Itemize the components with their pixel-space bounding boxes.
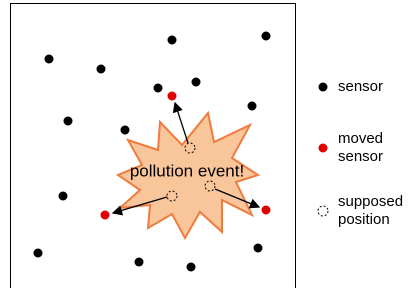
- legend-label: supposed: [338, 193, 403, 210]
- legend: sensor moved sensor supposed position: [318, 78, 403, 228]
- legend-label: sensor: [338, 148, 383, 165]
- legend-label: position: [338, 211, 390, 228]
- legend-moved-icon: [319, 144, 328, 153]
- legend-label: moved: [338, 130, 383, 147]
- diagram: pollution event! sensor moved sensor sup…: [0, 0, 412, 288]
- legend-supposed-icon: [318, 206, 328, 216]
- field-box: [11, 4, 296, 288]
- legend-sensor-icon: [319, 83, 328, 92]
- legend-label: sensor: [338, 78, 383, 95]
- event-label: pollution event!: [130, 161, 244, 180]
